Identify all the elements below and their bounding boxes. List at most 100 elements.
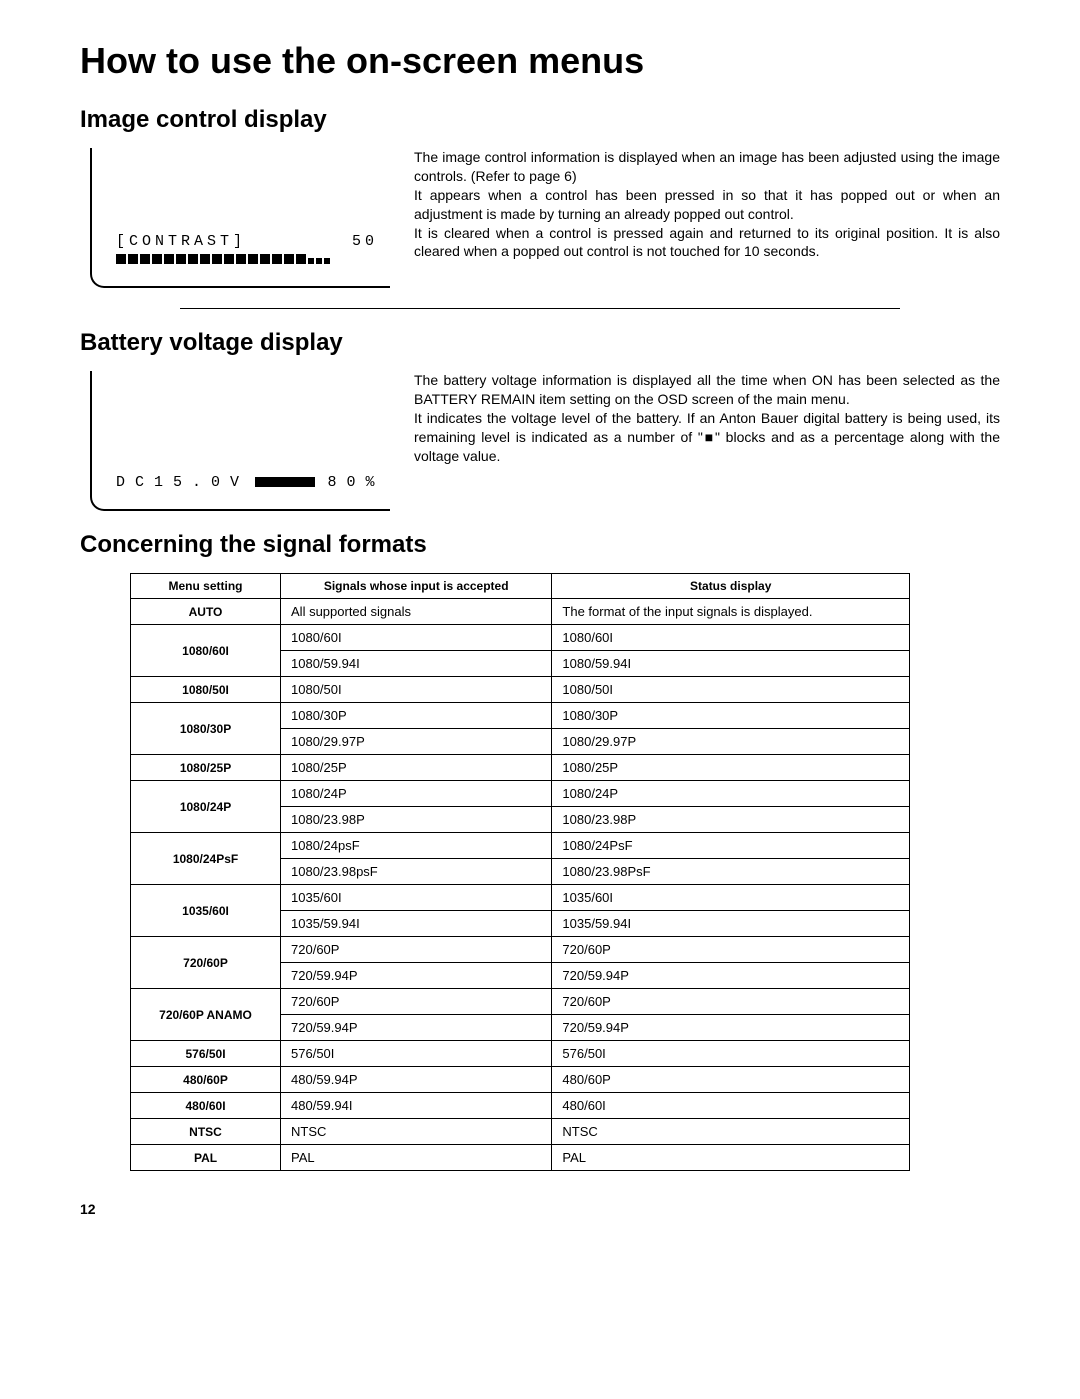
signal-input-cell: 1080/30P (281, 703, 552, 729)
status-display-cell: 1080/25P (552, 755, 910, 781)
bar-block-icon (164, 254, 174, 264)
battery-block-icon (285, 477, 295, 487)
battery-block-icon (255, 477, 265, 487)
status-display-cell: 1080/50I (552, 677, 910, 703)
menu-setting-cell: AUTO (131, 599, 281, 625)
bar-block-icon (272, 254, 282, 264)
status-display-cell: 1080/29.97P (552, 729, 910, 755)
divider (180, 308, 900, 309)
signal-input-cell: NTSC (281, 1119, 552, 1145)
menu-setting-cell: 720/60P (131, 937, 281, 989)
signal-input-cell: 480/59.94P (281, 1067, 552, 1093)
status-display-cell: 1080/59.94I (552, 651, 910, 677)
signal-input-cell: 1080/50I (281, 677, 552, 703)
signal-input-cell: 720/59.94P (281, 963, 552, 989)
bar-block-icon (128, 254, 138, 264)
contrast-label: [CONTRAST] (116, 233, 246, 250)
status-display-cell: 1080/24PsF (552, 833, 910, 859)
bar-block-icon (236, 254, 246, 264)
signal-input-cell: All supported signals (281, 599, 552, 625)
menu-setting-cell: 720/60P ANAMO (131, 989, 281, 1041)
table-row: 576/50I576/50I576/50I (131, 1041, 910, 1067)
bar-block-icon (248, 254, 258, 264)
battery-block-icon (305, 477, 315, 487)
table-row: 1080/24PsF1080/24psF1080/24PsF (131, 833, 910, 859)
col-signals-accepted: Signals whose input is accepted (281, 574, 552, 599)
bar-block-icon (212, 254, 222, 264)
signal-input-cell: 1035/59.94I (281, 911, 552, 937)
menu-setting-cell: 480/60I (131, 1093, 281, 1119)
bar-block-icon (152, 254, 162, 264)
image-control-para2: It appears when a control has been press… (414, 186, 1000, 224)
signal-input-cell: 1080/60I (281, 625, 552, 651)
battery-para1: The battery voltage information is displ… (414, 371, 1000, 409)
status-display-cell: 576/50I (552, 1041, 910, 1067)
signal-input-cell: 1035/60I (281, 885, 552, 911)
signal-input-cell: 480/59.94I (281, 1093, 552, 1119)
battery-block-icon (295, 477, 305, 487)
bar-block-icon (284, 254, 294, 264)
contrast-osd-box: [CONTRAST] 50 (90, 148, 390, 288)
bar-block-icon (224, 254, 234, 264)
signal-input-cell: 576/50I (281, 1041, 552, 1067)
formats-table: Menu setting Signals whose input is acce… (130, 573, 910, 1171)
status-display-cell: PAL (552, 1145, 910, 1171)
bar-block-icon (296, 254, 306, 264)
status-display-cell: The format of the input signals is displ… (552, 599, 910, 625)
signal-input-cell: 1080/23.98P (281, 807, 552, 833)
bar-block-icon (200, 254, 210, 264)
status-display-cell: 720/60P (552, 937, 910, 963)
section-battery-heading: Battery voltage display (80, 329, 1000, 357)
bar-block-icon (188, 254, 198, 264)
status-display-cell: 480/60P (552, 1067, 910, 1093)
image-control-para3: It is cleared when a control is pressed … (414, 224, 1000, 262)
bar-block-icon (140, 254, 150, 264)
status-display-cell: 1080/60I (552, 625, 910, 651)
section-formats-heading: Concerning the signal formats (80, 531, 1000, 559)
table-row: 1080/50I1080/50I1080/50I (131, 677, 910, 703)
signal-input-cell: 1080/59.94I (281, 651, 552, 677)
menu-setting-cell: 480/60P (131, 1067, 281, 1093)
menu-setting-cell: 1080/60I (131, 625, 281, 677)
battery-block-icon (265, 477, 275, 487)
signal-input-cell: 720/59.94P (281, 1015, 552, 1041)
table-row: NTSCNTSCNTSC (131, 1119, 910, 1145)
table-row: AUTOAll supported signalsThe format of t… (131, 599, 910, 625)
page-number: 12 (80, 1201, 1000, 1217)
battery-osd-box: D C 1 5 . 0 V 8 0 % (90, 371, 390, 511)
table-row: 1035/60I1035/60I1035/60I (131, 885, 910, 911)
status-display-cell: 720/59.94P (552, 1015, 910, 1041)
menu-setting-cell: NTSC (131, 1119, 281, 1145)
table-row: 480/60P480/59.94P480/60P (131, 1067, 910, 1093)
col-menu-setting: Menu setting (131, 574, 281, 599)
bar-small-icon (324, 258, 330, 264)
signal-input-cell: 1080/25P (281, 755, 552, 781)
battery-para2: It indicates the voltage level of the ba… (414, 409, 1000, 466)
table-row: 1080/24P1080/24P1080/24P (131, 781, 910, 807)
battery-block-icon (275, 477, 285, 487)
signal-input-cell: 1080/24P (281, 781, 552, 807)
menu-setting-cell: 1080/25P (131, 755, 281, 781)
status-display-cell: NTSC (552, 1119, 910, 1145)
bar-block-icon (116, 254, 126, 264)
image-control-para1: The image control information is display… (414, 148, 1000, 186)
signal-input-cell: 1080/24psF (281, 833, 552, 859)
table-row: PALPALPAL (131, 1145, 910, 1171)
bar-block-icon (176, 254, 186, 264)
bar-small-icon (308, 258, 314, 264)
page-title: How to use the on-screen menus (80, 40, 1000, 82)
status-display-cell: 480/60I (552, 1093, 910, 1119)
table-row: 720/60P ANAMO720/60P720/60P (131, 989, 910, 1015)
bar-small-icon (316, 258, 322, 264)
menu-setting-cell: 1080/30P (131, 703, 281, 755)
status-display-cell: 1035/60I (552, 885, 910, 911)
status-display-cell: 1035/59.94I (552, 911, 910, 937)
table-row: 480/60I480/59.94I480/60I (131, 1093, 910, 1119)
menu-setting-cell: 1080/50I (131, 677, 281, 703)
status-display-cell: 1080/24P (552, 781, 910, 807)
signal-input-cell: 1080/29.97P (281, 729, 552, 755)
status-display-cell: 720/59.94P (552, 963, 910, 989)
menu-setting-cell: 576/50I (131, 1041, 281, 1067)
contrast-value: 50 (352, 233, 378, 250)
contrast-bar-row (116, 254, 378, 264)
